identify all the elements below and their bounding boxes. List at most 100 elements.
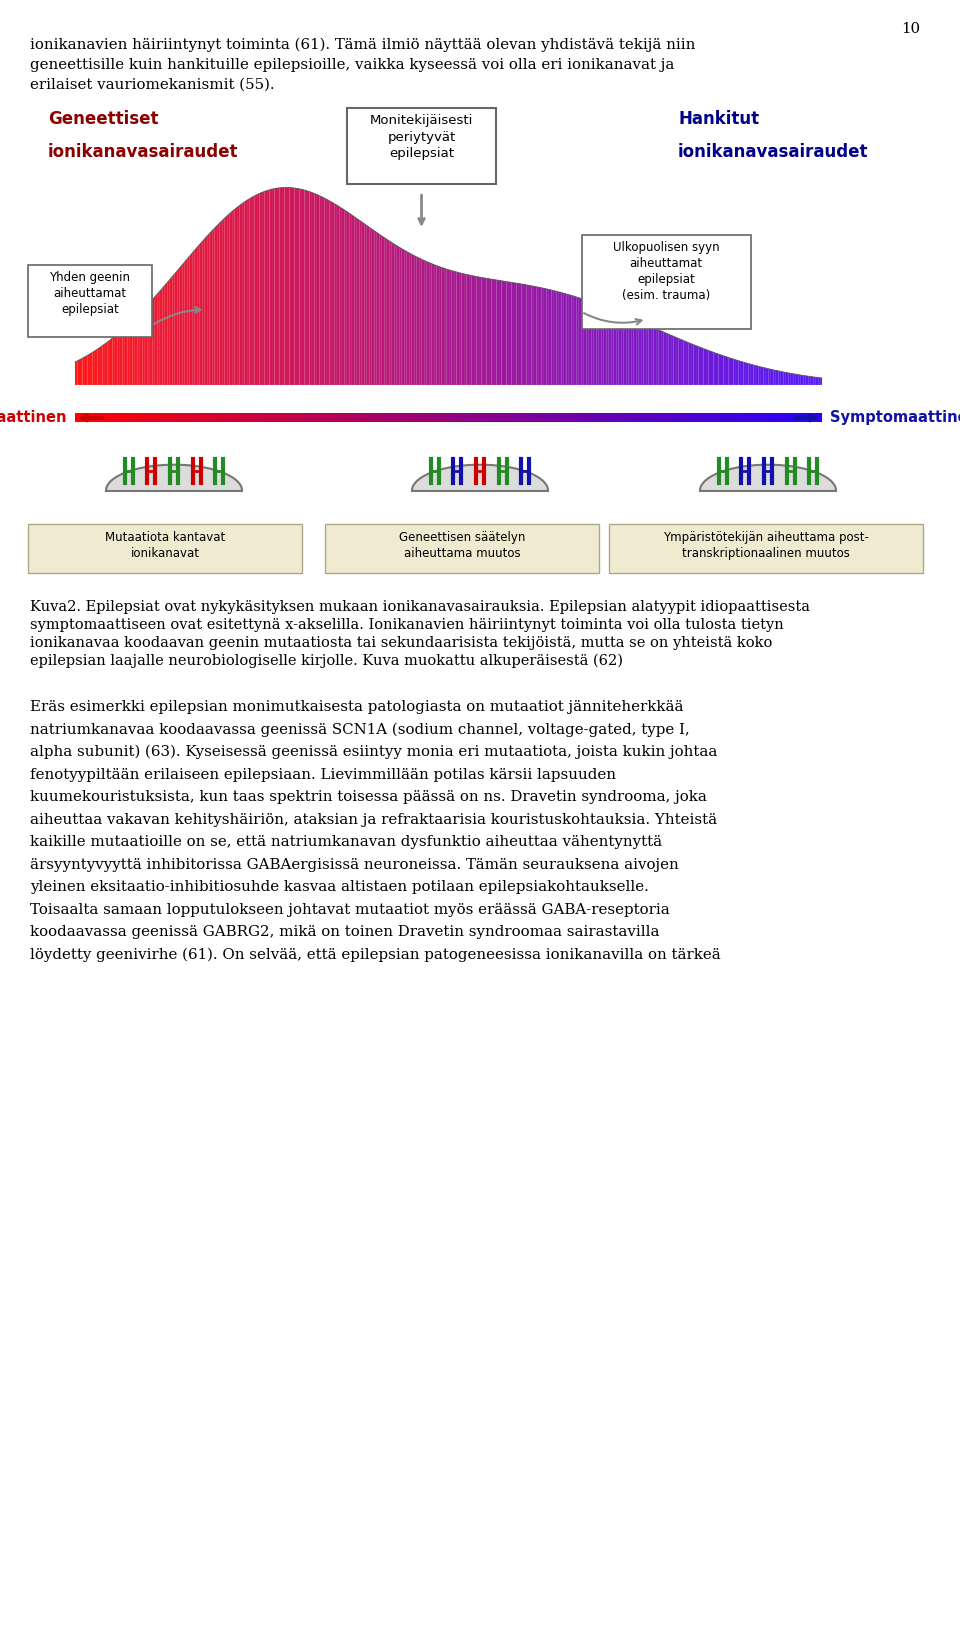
Text: Hankitut: Hankitut: [678, 111, 759, 129]
Polygon shape: [401, 249, 404, 384]
Polygon shape: [182, 262, 184, 384]
Polygon shape: [90, 352, 92, 384]
Polygon shape: [471, 275, 474, 384]
Polygon shape: [272, 189, 275, 384]
Text: Ulkopuolisen syyn
aiheuttamat
epilepsiat
(esim. trauma): Ulkopuolisen syyn aiheuttamat epilepsiat…: [612, 241, 719, 301]
Polygon shape: [222, 218, 225, 384]
Polygon shape: [554, 290, 557, 384]
Polygon shape: [267, 191, 270, 384]
Polygon shape: [98, 347, 100, 384]
Text: symptomaattiseen ovat esitettynä x-akselilla. Ionikanavien häiriintynyt toiminta: symptomaattiseen ovat esitettynä x-aksel…: [30, 617, 783, 632]
Polygon shape: [292, 187, 295, 384]
FancyBboxPatch shape: [28, 266, 152, 337]
Polygon shape: [349, 213, 352, 384]
Polygon shape: [512, 282, 514, 384]
Polygon shape: [207, 233, 209, 384]
Polygon shape: [287, 187, 290, 384]
Polygon shape: [140, 311, 142, 384]
Polygon shape: [75, 360, 78, 384]
Polygon shape: [509, 282, 512, 384]
Polygon shape: [192, 251, 195, 384]
Polygon shape: [668, 334, 671, 384]
Polygon shape: [804, 375, 805, 384]
Polygon shape: [626, 316, 629, 384]
Polygon shape: [209, 231, 212, 384]
Polygon shape: [342, 209, 345, 384]
Text: epilepsian laajalle neurobiologiselle kirjolle. Kuva muokattu alkuperäisestä (62: epilepsian laajalle neurobiologiselle ki…: [30, 653, 623, 668]
FancyBboxPatch shape: [325, 525, 599, 573]
Polygon shape: [646, 324, 649, 384]
Polygon shape: [643, 323, 646, 384]
Polygon shape: [370, 228, 372, 384]
Polygon shape: [574, 296, 576, 384]
Polygon shape: [442, 267, 444, 384]
Polygon shape: [484, 279, 487, 384]
Polygon shape: [172, 274, 175, 384]
Polygon shape: [763, 368, 766, 384]
Polygon shape: [693, 345, 696, 384]
Polygon shape: [399, 248, 401, 384]
Polygon shape: [150, 300, 153, 384]
Polygon shape: [566, 293, 569, 384]
Polygon shape: [544, 288, 546, 384]
Polygon shape: [329, 200, 332, 384]
Text: Ympäristötekijän aiheuttama post-
transkriptionaalinen muutos: Ympäristötekijän aiheuttama post- transk…: [662, 531, 869, 560]
Polygon shape: [203, 239, 204, 384]
FancyBboxPatch shape: [582, 235, 751, 329]
Polygon shape: [741, 362, 743, 384]
Polygon shape: [649, 326, 651, 384]
Polygon shape: [813, 376, 816, 384]
Polygon shape: [706, 350, 708, 384]
Polygon shape: [434, 266, 437, 384]
Polygon shape: [242, 202, 245, 384]
Polygon shape: [776, 370, 779, 384]
Polygon shape: [537, 287, 539, 384]
FancyBboxPatch shape: [347, 108, 496, 184]
Polygon shape: [749, 363, 751, 384]
Polygon shape: [634, 319, 636, 384]
Polygon shape: [117, 332, 120, 384]
Polygon shape: [482, 277, 484, 384]
Polygon shape: [607, 308, 609, 384]
Polygon shape: [254, 194, 257, 384]
Polygon shape: [170, 277, 172, 384]
Text: ionikanavasairaudet: ionikanavasairaudet: [48, 143, 238, 161]
Polygon shape: [699, 347, 701, 384]
Polygon shape: [701, 347, 704, 384]
Polygon shape: [374, 231, 376, 384]
Polygon shape: [295, 187, 297, 384]
Text: Symptomaattinen: Symptomaattinen: [830, 411, 960, 425]
Polygon shape: [229, 212, 232, 384]
Polygon shape: [420, 257, 421, 384]
Polygon shape: [711, 352, 713, 384]
Polygon shape: [322, 197, 324, 384]
Polygon shape: [167, 280, 170, 384]
Polygon shape: [526, 285, 529, 384]
Polygon shape: [439, 267, 442, 384]
Text: Monitekijäisesti
periytyvät
epilepsiat: Monitekijäisesti periytyvät epilepsiat: [370, 114, 473, 160]
Polygon shape: [103, 344, 105, 384]
Polygon shape: [521, 283, 524, 384]
Polygon shape: [688, 342, 691, 384]
Polygon shape: [128, 323, 130, 384]
Polygon shape: [733, 358, 736, 384]
Polygon shape: [225, 215, 228, 384]
Polygon shape: [691, 344, 693, 384]
Polygon shape: [120, 329, 122, 384]
Polygon shape: [262, 191, 265, 384]
Polygon shape: [761, 367, 763, 384]
Polygon shape: [821, 378, 822, 384]
Polygon shape: [629, 316, 631, 384]
Polygon shape: [796, 375, 799, 384]
Polygon shape: [95, 349, 98, 384]
Polygon shape: [259, 192, 262, 384]
Text: 10: 10: [900, 23, 920, 36]
Polygon shape: [78, 360, 80, 384]
Polygon shape: [157, 292, 159, 384]
Text: erilaiset vauriomekanismit (55).: erilaiset vauriomekanismit (55).: [30, 78, 275, 91]
Polygon shape: [464, 274, 467, 384]
Polygon shape: [587, 300, 588, 384]
Polygon shape: [609, 308, 612, 384]
Polygon shape: [108, 340, 109, 384]
Polygon shape: [217, 223, 220, 384]
